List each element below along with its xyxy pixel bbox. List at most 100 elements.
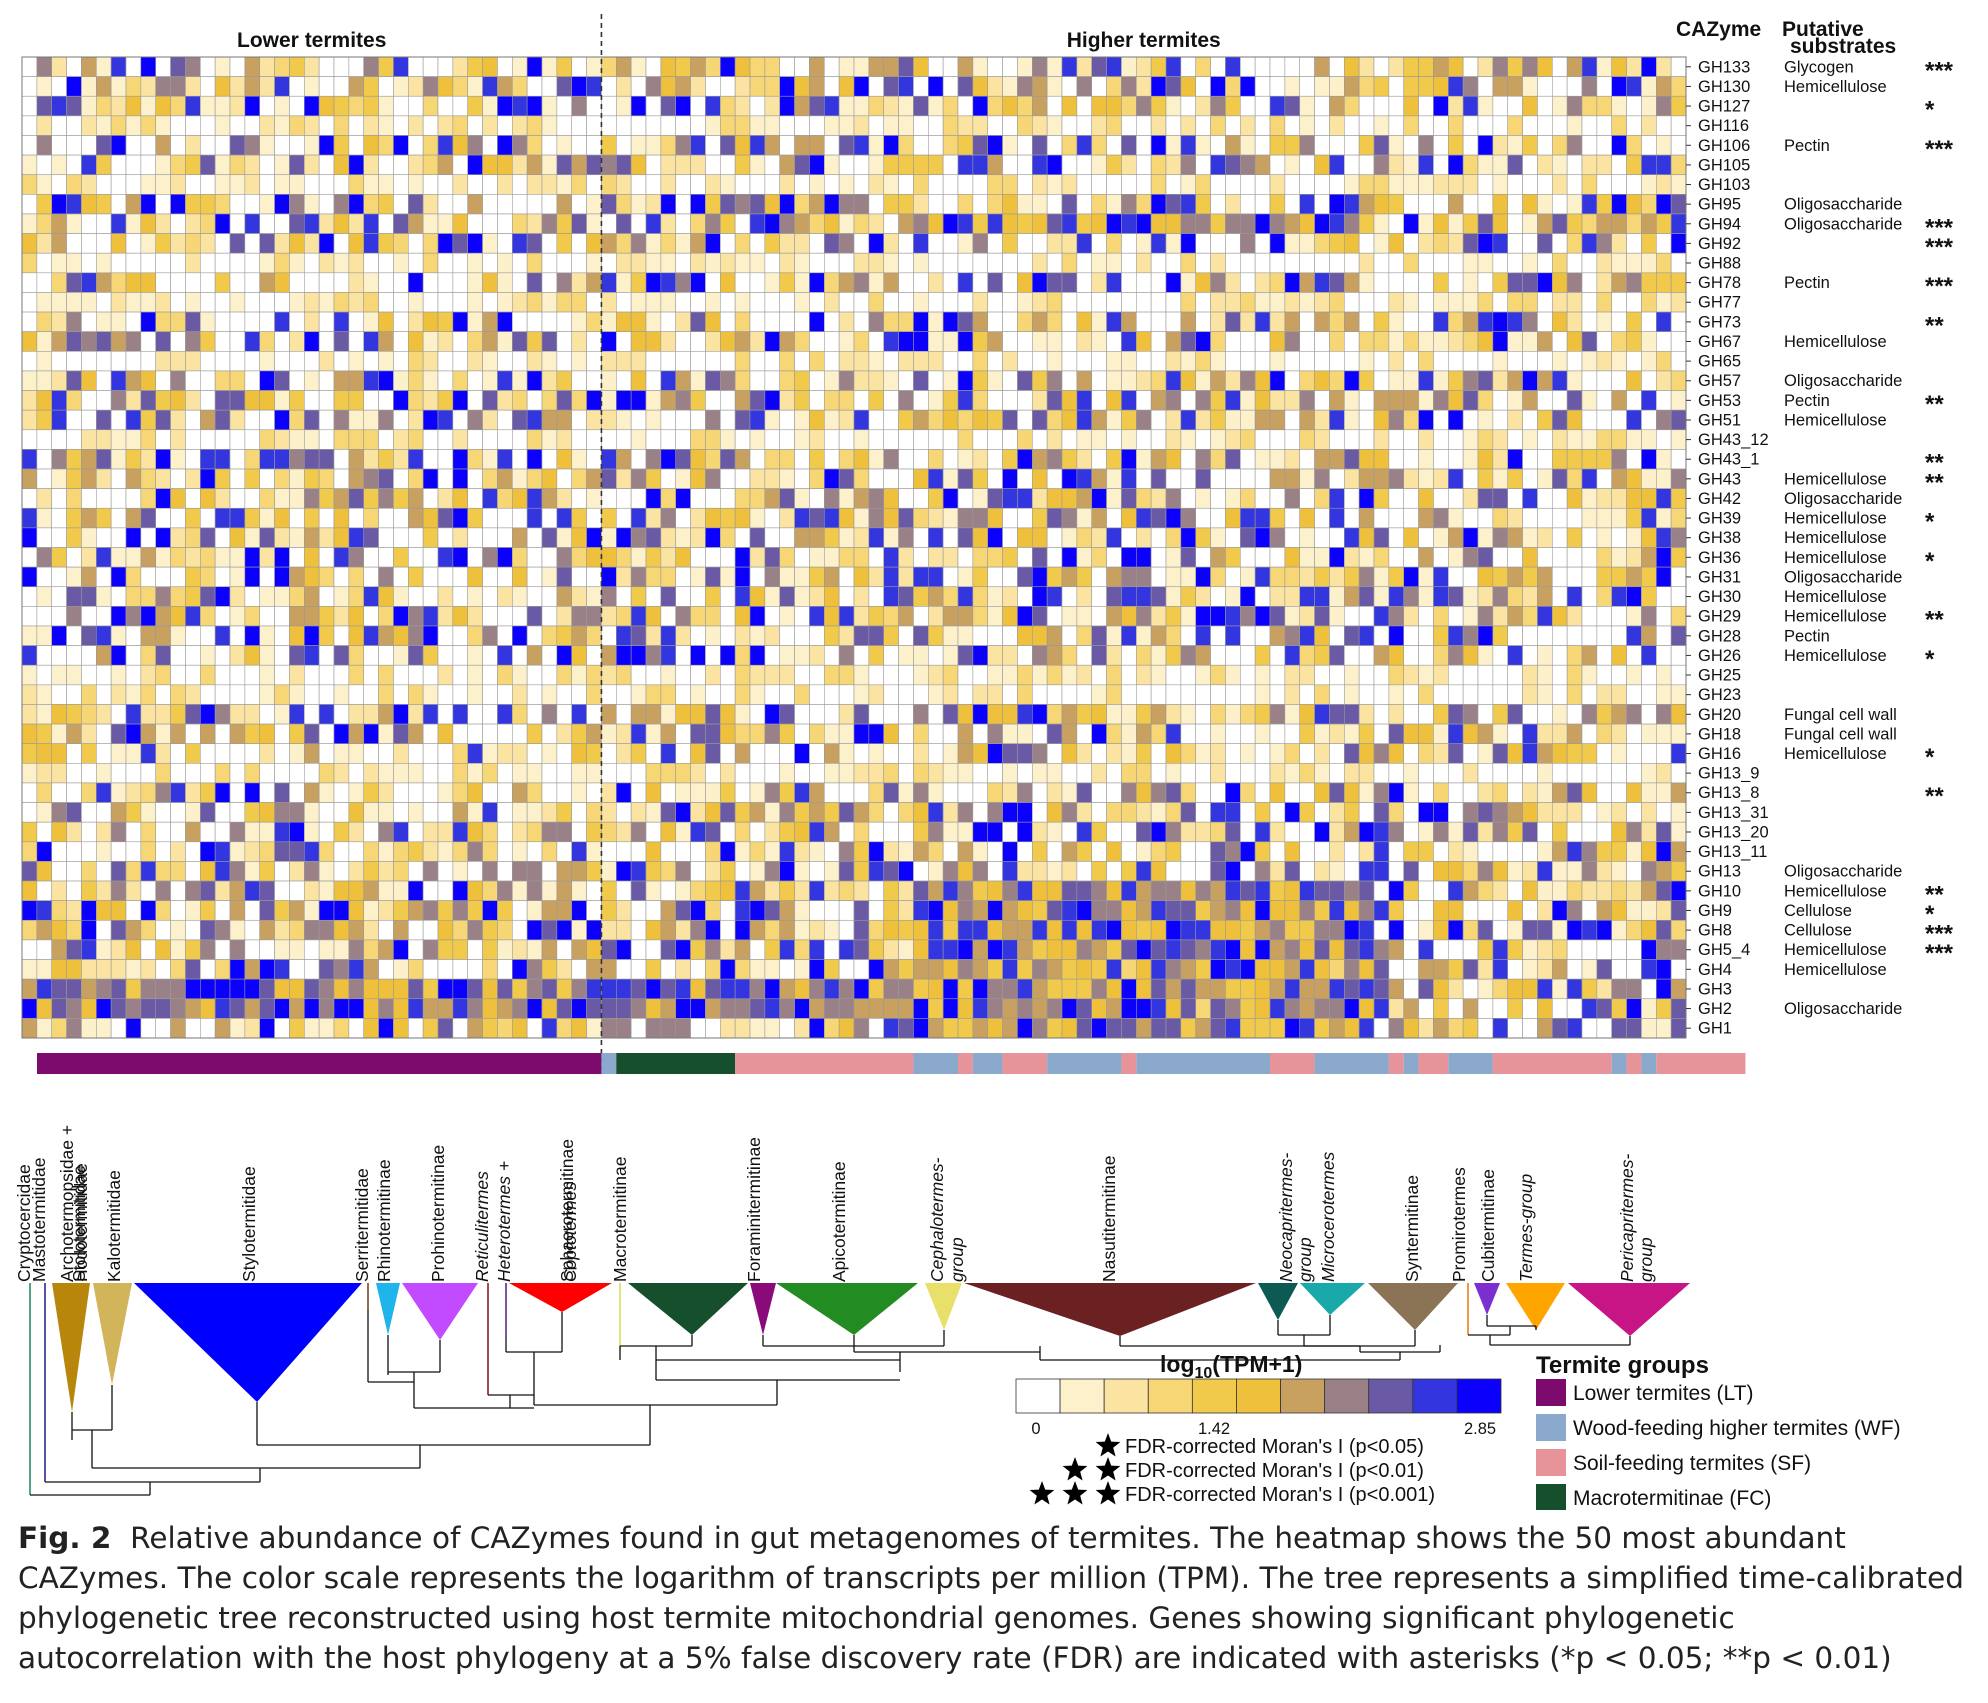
heatmap-cell — [690, 311, 706, 332]
heatmap-cell — [1418, 664, 1434, 686]
heatmap-cell — [1433, 213, 1449, 234]
heatmap-cell — [125, 919, 142, 941]
heatmap-cell — [274, 233, 290, 254]
heatmap-cell — [51, 507, 67, 529]
heatmap-cell — [705, 252, 721, 274]
heatmap-cell — [794, 606, 810, 627]
heatmap-cell — [987, 449, 1003, 470]
heatmap-cell — [868, 723, 885, 745]
heatmap-cell — [526, 821, 543, 843]
heatmap-cell — [541, 802, 558, 823]
heatmap-cell — [363, 763, 379, 784]
heatmap-cell — [1537, 233, 1553, 254]
heatmap-cell — [1106, 547, 1122, 568]
heatmap-cell — [185, 821, 201, 843]
heatmap-cell — [526, 763, 543, 784]
heatmap-cell — [1046, 174, 1063, 195]
heatmap-cell — [378, 429, 394, 450]
heatmap-cell — [556, 350, 573, 372]
heatmap-cell — [274, 645, 290, 666]
heatmap-cell — [942, 350, 959, 372]
heatmap-cell — [1655, 409, 1672, 431]
heatmap-cell — [422, 919, 439, 941]
heatmap-cell — [497, 194, 513, 215]
heatmap-cell — [1418, 645, 1434, 666]
heatmap-cell — [1418, 252, 1434, 274]
heatmap-cell — [511, 900, 528, 921]
heatmap-cell — [1641, 625, 1657, 646]
heatmap-cell — [229, 507, 246, 529]
figure: Lower termites Higher termites CAZyme Putat… — [14, 14, 1954, 1510]
heatmap-cell — [1641, 154, 1657, 176]
heatmap-cell — [244, 468, 261, 489]
heatmap-cell — [1537, 507, 1553, 529]
heatmap-cell — [303, 272, 320, 293]
heatmap-cell — [1269, 95, 1286, 117]
heatmap-cell — [556, 409, 573, 431]
heatmap-cell — [81, 606, 97, 627]
heatmap-cell — [1418, 390, 1434, 411]
heatmap-cell — [660, 782, 677, 803]
heatmap-cell — [214, 449, 231, 470]
heatmap-cell — [571, 213, 587, 234]
heatmap-cell — [1462, 625, 1479, 646]
heatmap-cell — [125, 664, 142, 686]
heatmap-cell — [348, 586, 365, 607]
heatmap-cell — [705, 625, 721, 646]
heatmap-cell — [21, 194, 38, 215]
heatmap-cell — [110, 115, 127, 136]
heatmap-cell — [407, 76, 424, 97]
heatmap-cell — [185, 507, 201, 529]
heatmap-cell — [1314, 821, 1330, 843]
heatmap-cell — [719, 664, 736, 686]
heatmap-cell — [1388, 409, 1405, 431]
heatmap-cell — [274, 566, 290, 588]
heatmap-cell — [1492, 723, 1509, 745]
heatmap-cell — [229, 233, 246, 254]
heatmap-cell — [1611, 233, 1627, 254]
heatmap-cell — [853, 252, 870, 274]
heatmap-cell — [1551, 213, 1568, 234]
heatmap-cell — [1210, 645, 1226, 666]
heatmap-cell — [898, 252, 914, 274]
heatmap-cell — [1447, 586, 1464, 607]
heatmap-cell — [1284, 331, 1301, 352]
heatmap-cell — [422, 390, 439, 411]
heatmap-cell — [586, 115, 602, 136]
heatmap-cell — [987, 272, 1003, 293]
heatmap-cell — [630, 449, 647, 470]
heatmap-cell — [571, 331, 587, 352]
heatmap-cell — [1655, 76, 1672, 97]
heatmap-cell — [1210, 782, 1226, 803]
heatmap-cell — [1492, 95, 1509, 117]
heatmap-cell — [393, 272, 409, 293]
heatmap-cell — [1551, 115, 1568, 136]
heatmap-cell — [675, 76, 691, 97]
heatmap-cell — [1329, 390, 1345, 411]
heatmap-cell — [348, 802, 365, 823]
heatmap-cell — [289, 429, 305, 450]
heatmap-cell — [1135, 272, 1152, 293]
heatmap-cell — [1165, 861, 1182, 882]
heatmap-cell — [868, 390, 885, 411]
heatmap-cell — [957, 880, 974, 901]
heatmap-cell — [630, 331, 647, 352]
heatmap-cell — [1581, 194, 1598, 215]
heatmap-cell — [1477, 213, 1494, 234]
heatmap-cell — [81, 390, 97, 411]
heatmap-cell — [883, 56, 899, 77]
heatmap-cell — [1581, 625, 1598, 646]
heatmap-cell — [1135, 135, 1152, 156]
heatmap-cell — [155, 900, 171, 921]
heatmap-cell — [407, 292, 424, 313]
heatmap-cell — [333, 861, 350, 882]
heatmap-cell — [690, 566, 706, 588]
heatmap-cell — [36, 507, 53, 529]
heatmap-cell — [1239, 763, 1256, 784]
heatmap-cell — [1537, 56, 1553, 77]
heatmap-cell — [363, 900, 379, 921]
heatmap-cell — [1433, 174, 1449, 195]
heatmap-cell — [942, 507, 959, 529]
heatmap-cell — [615, 547, 632, 568]
heatmap-cell — [1254, 488, 1271, 509]
